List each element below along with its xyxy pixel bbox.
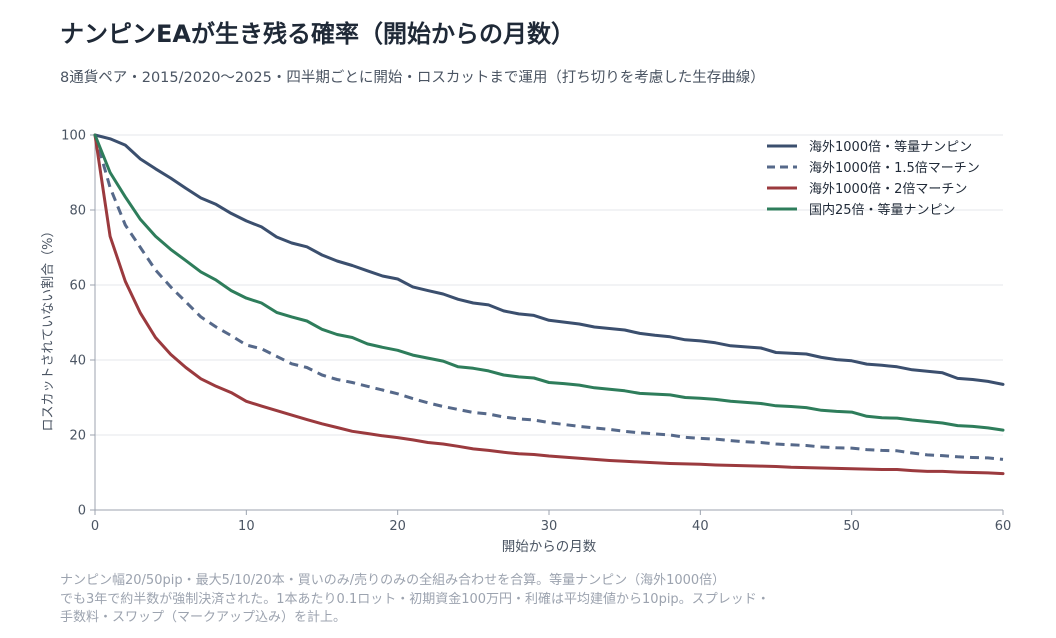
y-tick-label: 80 (69, 204, 86, 219)
series-lines (93, 133, 1005, 476)
footnote-line-3: 手数料・スワップ（マークアップ込み）を計上。 (60, 610, 347, 625)
series-line-4 (93, 133, 1005, 432)
x-tick-label: 40 (692, 519, 709, 534)
x-tick-label: 0 (91, 519, 99, 534)
y-axis-label: ロスカットされていない割合（%） (40, 225, 56, 432)
series-line-2 (93, 134, 1004, 461)
grid-lines (95, 134, 1003, 436)
legend-label-2: 海外1000倍・1.5倍マーチン (809, 161, 980, 176)
series-line-3 (93, 133, 1005, 476)
y-tick-label: 60 (69, 279, 86, 294)
legend-label-4: 国内25倍・等量ナンピン (809, 202, 956, 218)
chart-title: ナンピンEAが生き残る確率（開始からの月数） (60, 20, 575, 48)
series-line-1 (93, 133, 1005, 386)
x-tick-label: 50 (843, 519, 860, 534)
axes: 0 20 40 60 80 100 0 10 20 30 40 50 60 (61, 129, 1011, 535)
x-tick-label: 60 (995, 519, 1012, 534)
y-tick-label: 0 (78, 504, 86, 519)
y-tick-label: 20 (69, 429, 86, 444)
footnote-line-2: でも3年で約半数が強制決済された。1本あたり0.1ロット・初期資金100万円・利… (60, 592, 770, 607)
y-tick-label: 100 (61, 129, 86, 144)
legend: 海外1000倍・等量ナンピン海外1000倍・1.5倍マーチン海外1000倍・2倍… (767, 139, 980, 218)
footnote-line-1: ナンピン幅20/50pip・最大5/10/20本・買いのみ/売りのみの全組み合わ… (60, 573, 726, 588)
legend-label-3: 海外1000倍・2倍マーチン (809, 182, 967, 197)
y-tick-label: 40 (69, 354, 86, 369)
legend-label-1: 海外1000倍・等量ナンピン (809, 139, 972, 155)
chart-subtitle: 8通貨ペア・2015/2020〜2025・四半期ごとに開始・ロスカットまで運用（… (60, 70, 765, 86)
x-tick-label: 10 (238, 519, 255, 534)
x-axis-label: 開始からの月数 (502, 539, 597, 555)
x-tick-label: 20 (389, 519, 406, 534)
x-tick-label: 30 (541, 519, 558, 534)
